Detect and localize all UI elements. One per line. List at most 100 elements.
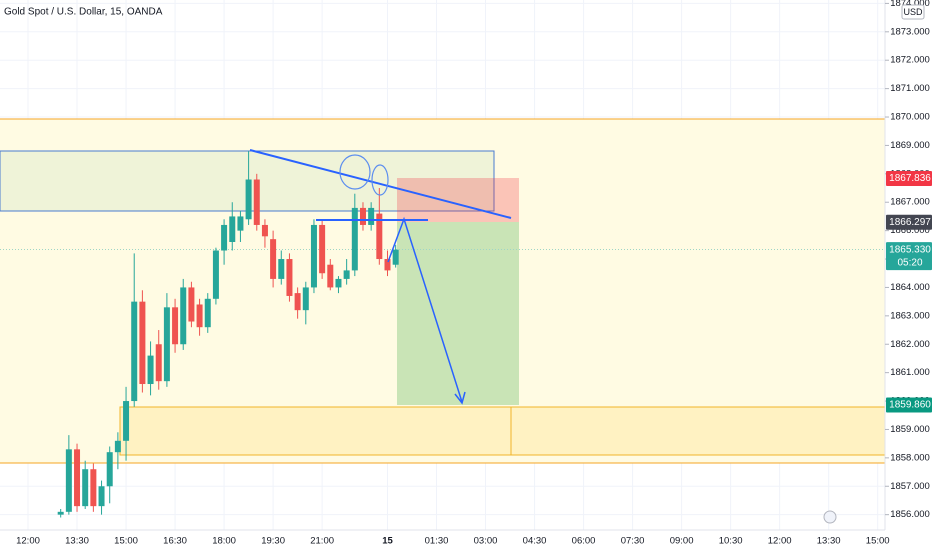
candle-body — [82, 469, 89, 507]
candle-body — [343, 270, 350, 279]
y-tick-label: 1872.000 — [890, 55, 930, 66]
candle-body — [212, 250, 219, 299]
x-tick-label: 18:00 — [212, 536, 236, 547]
candle-body — [368, 207, 375, 225]
y-tick-label: 1857.000 — [890, 481, 930, 492]
candle-body — [98, 486, 105, 507]
candle-body — [163, 307, 170, 382]
price-marker-label: 1859.860 — [889, 400, 931, 411]
candle-body — [114, 440, 121, 453]
candle-body — [196, 304, 203, 328]
candle-body — [74, 449, 81, 507]
candle-body — [392, 249, 399, 265]
candle-body — [302, 287, 309, 311]
y-tick-label: 1859.000 — [890, 424, 930, 435]
y-tick-label: 1856.000 — [890, 509, 930, 520]
price-marker-label: 1866.297 — [889, 217, 931, 228]
x-tick-label: 15 — [382, 536, 393, 547]
x-tick-label: 07:30 — [621, 536, 645, 547]
candle-body — [131, 301, 138, 402]
candle-body — [310, 224, 317, 288]
y-tick-label: 1863.000 — [890, 310, 930, 321]
candle-body — [188, 287, 195, 322]
demand-zone — [119, 406, 886, 456]
candle-body — [147, 355, 154, 385]
candle-body — [229, 216, 236, 242]
candle-body — [327, 264, 334, 288]
x-tick-label: 01:30 — [425, 536, 449, 547]
price-marker — [886, 242, 932, 271]
candle-body — [204, 298, 211, 328]
candle-body — [57, 511, 64, 515]
candle-body — [270, 239, 277, 279]
y-tick-label: 1871.000 — [890, 83, 930, 94]
x-tick-label: 12:00 — [16, 536, 40, 547]
candle-body — [278, 259, 285, 279]
y-tick-label: 1874.000 — [890, 0, 930, 9]
projection-arrow — [387, 216, 463, 403]
candle-body — [180, 287, 187, 345]
candle-body — [253, 179, 260, 225]
x-tick-label: 16:30 — [163, 536, 187, 547]
candle-body — [384, 259, 391, 271]
x-tick-label: 15:00 — [866, 536, 890, 547]
arrow-head — [454, 391, 466, 405]
candle-body — [245, 179, 252, 220]
candle-body — [294, 293, 301, 311]
x-tick-label: 13:30 — [817, 536, 841, 547]
x-tick-label: 10:30 — [719, 536, 743, 547]
currency-box — [901, 4, 925, 20]
price-marker — [886, 170, 932, 186]
candle-body — [90, 469, 97, 507]
circle-mark — [371, 164, 389, 196]
candle-body — [221, 224, 228, 251]
y-tick-label: 1870.000 — [890, 112, 930, 123]
y-tick-label: 1866.000 — [890, 225, 930, 236]
y-tick-label: 1862.000 — [890, 339, 930, 350]
x-tick-label: 09:00 — [670, 536, 694, 547]
target-zone — [397, 222, 519, 405]
x-tick-label: 13:30 — [65, 536, 89, 547]
countdown: 05:20 — [897, 257, 922, 268]
chart-title: Gold Spot / U.S. Dollar, 15, OANDA — [4, 7, 163, 18]
price-markers: 1867.836 1866.297 1865.330 05:20 1859.860 — [886, 170, 932, 413]
candle-body — [155, 344, 162, 382]
logo — [823, 510, 837, 524]
candle-body — [237, 216, 244, 231]
price-marker-label: 1867.836 — [889, 173, 931, 184]
candle-body — [65, 449, 72, 512]
candle-body — [376, 213, 383, 260]
x-tick-label: 03:00 — [474, 536, 498, 547]
y-tick-label: 1864.000 — [890, 282, 930, 293]
x-tick-label: 19:30 — [261, 536, 285, 547]
candle-body — [123, 401, 130, 441]
candle-body — [286, 259, 293, 296]
candle-body — [359, 207, 366, 225]
x-tick-label: 04:30 — [523, 536, 547, 547]
candle-body — [172, 307, 179, 345]
x-tick-label: 15:00 — [114, 536, 138, 547]
y-tick-label: 1861.000 — [890, 367, 930, 378]
y-tick-label: 1873.000 — [890, 26, 930, 37]
currency: USD — [903, 7, 923, 17]
candles — [57, 151, 399, 518]
candle-body — [139, 301, 146, 385]
price-marker — [886, 397, 932, 413]
x-tick-label: 06:00 — [572, 536, 596, 547]
price-marker-label: 1865.330 — [889, 244, 931, 255]
candle-body — [319, 224, 326, 274]
x-tick-label: 21:00 — [310, 536, 334, 547]
y-tick-label: 1858.000 — [890, 452, 930, 463]
trend-line — [249, 149, 512, 219]
price-marker — [886, 214, 932, 230]
x-tick-label: 12:00 — [768, 536, 792, 547]
circle-mark — [339, 154, 371, 190]
y-tick-label: 1867.000 — [890, 197, 930, 208]
y-tick-label: 1869.000 — [890, 140, 930, 151]
candle-body — [106, 452, 113, 487]
candle-body — [335, 278, 342, 288]
candle-body — [351, 207, 358, 271]
zone — [0, 119, 885, 463]
candle-body — [261, 224, 268, 237]
